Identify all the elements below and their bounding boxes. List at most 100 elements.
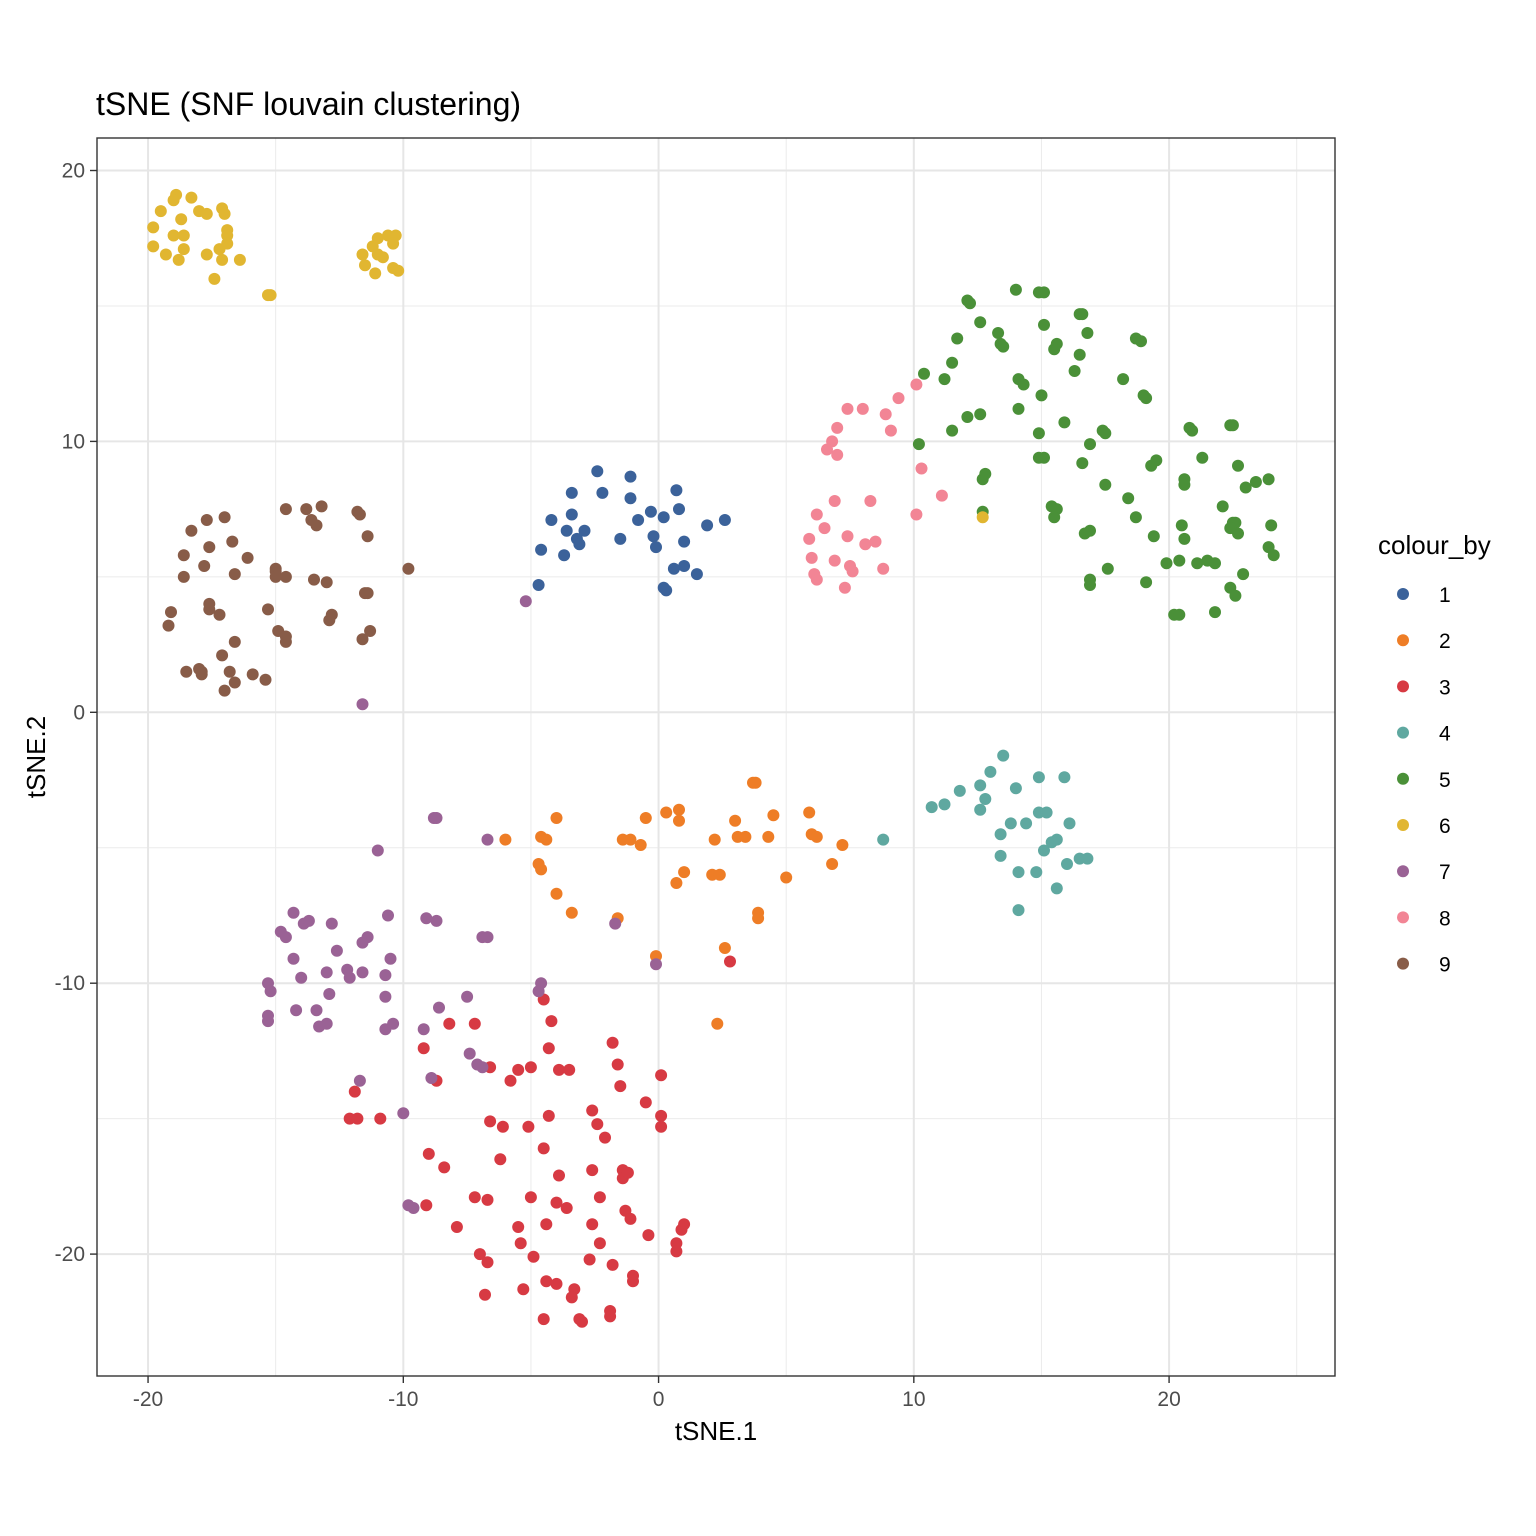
data-point-cluster-9 <box>228 635 241 648</box>
data-point-cluster-9 <box>269 570 282 583</box>
data-point-cluster-8 <box>803 532 816 545</box>
data-point-cluster-6 <box>369 267 382 280</box>
data-point-cluster-6 <box>356 248 369 261</box>
data-point-cluster-5 <box>1216 500 1229 513</box>
data-point-cluster-1 <box>591 465 604 478</box>
data-point-cluster-5 <box>918 367 930 380</box>
data-point-cluster-8 <box>884 424 897 437</box>
data-point-cluster-7 <box>476 1061 489 1074</box>
legend-label-2: 2 <box>1439 630 1451 653</box>
data-point-cluster-3 <box>481 1256 494 1269</box>
data-point-cluster-5 <box>1117 373 1130 386</box>
data-point-cluster-6 <box>376 251 389 264</box>
data-point-cluster-3 <box>468 1017 481 1030</box>
data-point-cluster-1 <box>657 511 670 524</box>
data-point-cluster-9 <box>203 603 216 616</box>
data-point-cluster-7 <box>425 1072 438 1084</box>
data-point-cluster-5 <box>1191 557 1204 570</box>
data-point-cluster-7 <box>650 958 662 971</box>
data-point-cluster-8 <box>841 402 854 415</box>
legend-label-8: 8 <box>1439 907 1451 930</box>
data-point-cluster-9 <box>228 568 241 581</box>
data-point-cluster-2 <box>673 803 685 816</box>
data-point-cluster-2 <box>660 806 673 819</box>
legend-label-7: 7 <box>1439 861 1451 884</box>
data-point-cluster-3 <box>553 1063 565 1076</box>
legend-title: colour_by <box>1378 530 1491 560</box>
data-point-cluster-3 <box>586 1164 599 1177</box>
data-point-cluster-1 <box>624 470 637 483</box>
data-point-cluster-6 <box>387 237 400 250</box>
data-point-cluster-3 <box>621 1166 634 1179</box>
data-point-cluster-8 <box>831 448 844 461</box>
data-point-cluster-6 <box>221 237 234 250</box>
data-point-cluster-8 <box>879 408 892 421</box>
data-point-cluster-5 <box>1076 457 1089 470</box>
legend-key-8 <box>1397 911 1409 924</box>
data-point-cluster-1 <box>678 535 691 548</box>
data-point-cluster-3 <box>517 1283 530 1296</box>
data-point-cluster-5 <box>979 467 992 480</box>
data-point-cluster-3 <box>542 1109 555 1122</box>
data-point-cluster-6 <box>218 207 231 220</box>
data-point-cluster-5 <box>1035 389 1048 402</box>
data-point-cluster-8 <box>877 562 890 575</box>
data-point-cluster-5 <box>1076 308 1089 321</box>
data-point-cluster-1 <box>670 484 683 497</box>
data-point-cluster-3 <box>524 1191 537 1204</box>
data-point-cluster-2 <box>639 812 652 824</box>
data-point-cluster-3 <box>468 1191 481 1204</box>
data-point-cluster-9 <box>308 573 320 586</box>
data-point-cluster-5 <box>1160 557 1173 570</box>
data-point-cluster-8 <box>910 378 923 391</box>
data-point-cluster-1 <box>558 549 571 562</box>
data-point-cluster-4 <box>953 784 966 797</box>
data-point-cluster-9 <box>259 673 272 686</box>
data-point-cluster-8 <box>810 508 823 521</box>
data-point-cluster-1 <box>545 514 558 526</box>
data-point-cluster-2 <box>550 887 563 900</box>
data-point-cluster-5 <box>912 438 925 451</box>
data-point-cluster-7 <box>481 931 494 944</box>
data-point-cluster-4 <box>974 803 987 816</box>
data-point-cluster-7 <box>330 944 343 957</box>
data-point-cluster-5 <box>1249 476 1262 488</box>
data-point-cluster-4 <box>1009 782 1022 795</box>
data-point-cluster-7 <box>382 909 394 922</box>
data-point-cluster-7 <box>287 952 300 965</box>
y-tick-label: -10 <box>55 972 85 995</box>
data-point-cluster-5 <box>1147 530 1160 543</box>
data-point-cluster-7 <box>519 595 532 608</box>
data-point-cluster-5 <box>1178 532 1191 545</box>
data-point-cluster-3 <box>593 1237 606 1250</box>
data-point-cluster-6 <box>177 243 190 256</box>
data-point-cluster-4 <box>1012 904 1025 917</box>
data-point-cluster-4 <box>877 833 890 846</box>
data-point-cluster-1 <box>701 519 714 532</box>
data-point-cluster-5 <box>1038 286 1050 299</box>
data-point-cluster-2 <box>767 809 780 822</box>
data-point-cluster-8 <box>915 462 928 475</box>
data-point-cluster-9 <box>320 576 333 589</box>
data-point-cluster-6 <box>147 240 160 253</box>
data-point-cluster-2 <box>708 833 721 846</box>
data-point-cluster-2 <box>718 942 731 954</box>
x-tick-label: -20 <box>133 1388 163 1411</box>
data-point-cluster-6 <box>216 253 229 266</box>
data-point-cluster-4 <box>1050 882 1063 895</box>
data-point-cluster-8 <box>838 581 851 594</box>
data-point-cluster-6 <box>264 289 277 302</box>
data-point-cluster-5 <box>1209 557 1221 570</box>
data-point-cluster-5 <box>974 408 987 421</box>
data-point-cluster-3 <box>473 1248 486 1261</box>
data-point-cluster-3 <box>724 955 736 968</box>
data-point-cluster-6 <box>147 221 160 234</box>
data-point-cluster-7 <box>387 1017 400 1030</box>
data-point-cluster-5 <box>1038 318 1050 331</box>
data-point-cluster-1 <box>624 492 637 505</box>
data-point-cluster-3 <box>542 1042 555 1055</box>
data-point-cluster-9 <box>300 503 313 516</box>
data-point-cluster-2 <box>673 814 685 827</box>
scatter-points <box>147 188 1280 1328</box>
x-tick-label: -10 <box>388 1388 418 1411</box>
